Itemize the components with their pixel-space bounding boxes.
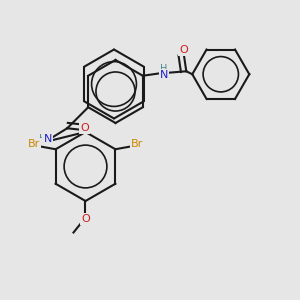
Text: Br: Br	[131, 139, 143, 149]
Text: O: O	[80, 123, 89, 133]
Text: N: N	[160, 70, 168, 80]
Text: H: H	[160, 64, 168, 74]
Text: H: H	[39, 134, 46, 144]
Text: Br: Br	[28, 139, 40, 149]
Text: O: O	[81, 214, 90, 224]
Text: O: O	[179, 45, 188, 55]
Text: N: N	[44, 134, 52, 144]
